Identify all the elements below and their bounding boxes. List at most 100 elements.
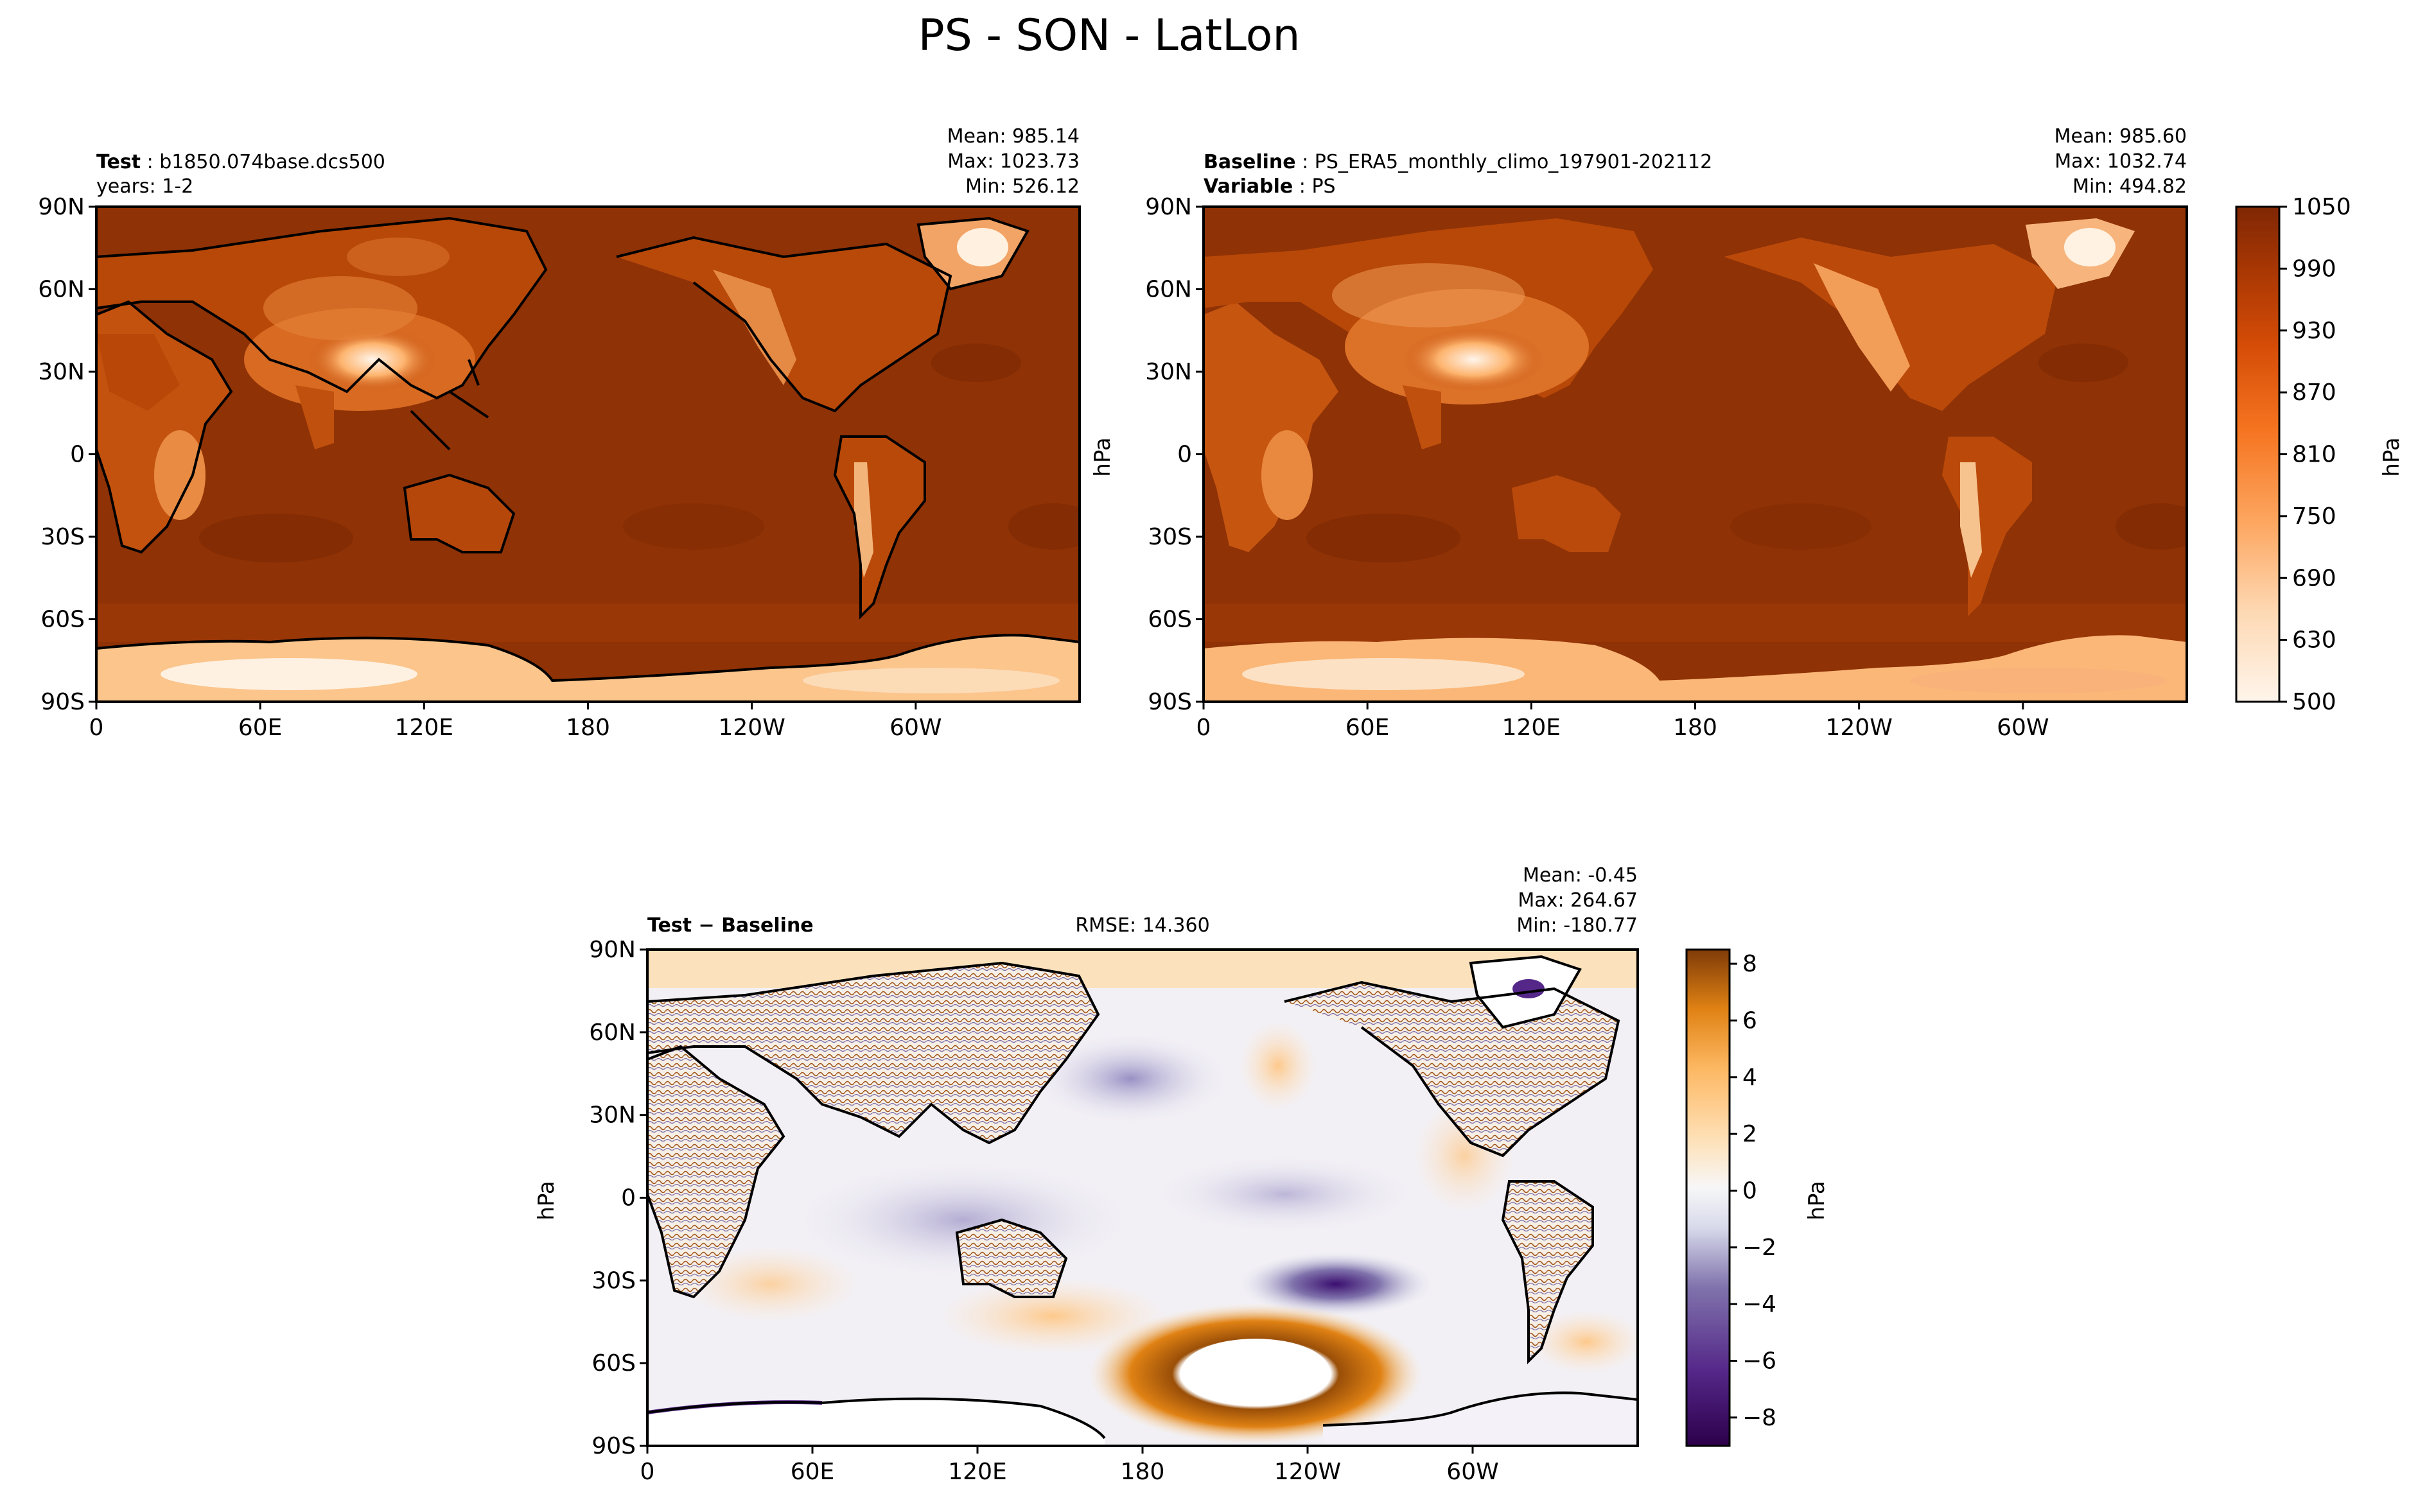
diff-axes: 90N 60N 30N 0 30S 60S 90S 0 60E 120E 180 120W 60W	[589, 937, 1498, 1485]
diff-colorbar-tick-label: 2	[1742, 1121, 1757, 1147]
diff-max: Max: 264.67	[1518, 889, 1638, 912]
test-southern-band	[96, 604, 1080, 642]
diff-y-tick-label: 60N	[589, 1020, 636, 1046]
diff-x-tick-label: 60E	[791, 1459, 835, 1485]
test-panel: Test : b1850.074base.dcs500 years: 1-2 M…	[38, 125, 1081, 741]
diff-x-tick-label: 60W	[1446, 1459, 1498, 1485]
test-x-tick-label: 0	[89, 715, 104, 741]
diff-colorbar-tick-label: −4	[1742, 1291, 1776, 1317]
diff-mean: Mean: -0.45	[1523, 864, 1638, 887]
diff-colorbar-tick-label: −2	[1742, 1235, 1776, 1261]
difference-panel: Test − Baseline RMSE: 14.360 Mean: -0.45…	[534, 864, 1830, 1485]
diff-y-tick-label: 30N	[589, 1102, 636, 1129]
abs-colorbar-tick-label: 870	[2292, 379, 2336, 406]
test-axes: 90N 60N 30N 0 30S 60S 90S 0 60E 120E 180 120W 60W	[38, 194, 942, 741]
baseline-min: Min: 494.82	[2072, 175, 2187, 198]
test-x-tick-label: 120E	[395, 715, 453, 741]
abs-colorbar-tick-label: 750	[2292, 503, 2336, 530]
abs-colorbar-bar	[2235, 205, 2281, 703]
diff-colorbar-ticks: 8 6 4 2 0 −2 −4 −6 −8	[1730, 951, 1776, 1431]
diff-x-tick-label: 0	[640, 1459, 655, 1485]
diff-x-tick-label: 120W	[1274, 1459, 1341, 1485]
baseline-label-value: PS_ERA5_monthly_climo_197901-202112	[1315, 151, 1712, 173]
diff-x-ticks: 0 60E 120E 180 120W 60W	[640, 1446, 1499, 1485]
figure-title: PS - SON - LatLon	[918, 10, 1301, 61]
diff-y-tick-label: 30S	[591, 1267, 636, 1294]
test-label: Test : b1850.074base.dcs500	[96, 151, 385, 173]
baseline-map	[1204, 207, 2187, 702]
test-y-tick-label: 30S	[40, 524, 85, 550]
baseline-x-tick-label: 180	[1673, 715, 1717, 741]
baseline-y-tick-label: 90S	[1148, 689, 1192, 715]
diff-y-tick-label: 90N	[589, 937, 636, 963]
test-min: Min: 526.12	[965, 175, 1080, 198]
diff-anomaly-south-pacific-low	[1240, 1252, 1432, 1316]
abs-colorbar-tick-label: 690	[2292, 565, 2336, 591]
abs-colorbar-tick-label: 810	[2292, 442, 2336, 468]
baseline-x-tick-label: 120W	[1826, 715, 1893, 741]
abs-colorbar: 1050 990 930 870 810 750 690 630 500 hPa	[2235, 194, 2405, 715]
abs-colorbar-ticks: 1050 990 930 870 810 750 690 630 500	[2279, 194, 2351, 715]
baseline-y-tick-label: 60N	[1145, 277, 1192, 303]
test-high-sh-pacific	[199, 514, 353, 562]
abs-colorbar-tick-label: 990	[2292, 256, 2336, 282]
baseline-y-tick-label: 30S	[1148, 524, 1192, 550]
diff-label: Test − Baseline	[647, 914, 814, 937]
baseline-x-tick-label: 60E	[1345, 715, 1390, 741]
abs-colorbar-tick-label: 1050	[2292, 194, 2351, 220]
test-high-sh-atlantic	[1008, 503, 1080, 550]
diff-y-tick-label: 0	[621, 1185, 636, 1212]
baseline-y-tick-label: 90N	[1145, 194, 1192, 220]
baseline-y-ticks: 90N 60N 30N 0 30S 60S 90S	[1145, 194, 1204, 715]
test-label-key: Test	[96, 151, 141, 173]
test-x-tick-label: 180	[566, 715, 610, 741]
baseline-x-tick-label: 0	[1196, 715, 1211, 741]
test-x-tick-label: 120W	[719, 715, 785, 741]
test-y-tick-label: 60N	[38, 277, 85, 303]
abs-colorbar-label: hPa	[2379, 437, 2405, 476]
diff-anomaly-bering	[1240, 1021, 1317, 1111]
diff-map	[647, 950, 1638, 1446]
diff-label-op: −	[692, 914, 721, 937]
diff-anomaly-north-pacific	[1034, 1034, 1227, 1124]
baseline-y-tick-label: 30N	[1145, 359, 1192, 385]
baseline-label-key: Baseline	[1204, 151, 1296, 173]
baseline-variable: Variable : PS	[1204, 175, 1336, 198]
test-high-nh	[931, 343, 1021, 382]
diff-ylabel: hPa	[534, 1181, 559, 1220]
diff-y-ticks: 90N 60N 30N 0 30S 60S 90S	[589, 937, 647, 1459]
test-years: years: 1-2	[96, 175, 193, 198]
test-y-tick-label: 0	[70, 442, 85, 468]
diff-colorbar: 8 6 4 2 0 −2 −4 −6 −8 hPa	[1685, 948, 1830, 1447]
test-high-sh-indian	[623, 503, 764, 550]
test-coastlines	[96, 216, 1080, 682]
baseline-label: Baseline : PS_ERA5_monthly_climo_197901-…	[1204, 151, 1712, 173]
abs-colorbar-tick-label: 930	[2292, 318, 2336, 344]
diff-label-test: Test	[647, 914, 692, 937]
test-x-tick-label: 60W	[889, 715, 942, 741]
baseline-y-tick-label: 0	[1177, 442, 1192, 468]
test-x-ticks: 0 60E 120E 180 120W 60W	[89, 702, 942, 741]
test-y-tick-label: 90N	[38, 194, 85, 220]
test-mean: Mean: 985.14	[947, 125, 1080, 148]
diff-colorbar-label: hPa	[1804, 1181, 1830, 1220]
diff-min: Min: -180.77	[1516, 914, 1638, 937]
test-y-tick-label: 90S	[40, 689, 85, 715]
diff-y-tick-label: 90S	[591, 1433, 636, 1459]
baseline-max: Max: 1032.74	[2055, 150, 2187, 173]
diff-colorbar-tick-label: 8	[1742, 951, 1757, 977]
diff-colorbar-tick-label: 0	[1742, 1177, 1757, 1204]
baseline-y-tick-label: 60S	[1148, 607, 1192, 633]
diff-label-baseline: Baseline	[721, 914, 814, 937]
baseline-axes: 90N 60N 30N 0 30S 60S 90S 0 60E 120E 180 120W 60W	[1145, 194, 2049, 741]
baseline-variable-value: PS	[1311, 175, 1335, 198]
baseline-panel: Baseline : PS_ERA5_monthly_climo_197901-…	[1090, 125, 2405, 741]
diff-colorbar-tick-label: 6	[1742, 1007, 1757, 1034]
test-y-tick-label: 30N	[38, 359, 85, 385]
diff-x-tick-label: 180	[1121, 1459, 1165, 1485]
test-max: Max: 1023.73	[947, 150, 1080, 173]
test-label-value: b1850.074base.dcs500	[159, 151, 385, 173]
diff-y-tick-label: 60S	[591, 1350, 636, 1377]
diff-colorbar-tick-label: 4	[1742, 1064, 1757, 1091]
